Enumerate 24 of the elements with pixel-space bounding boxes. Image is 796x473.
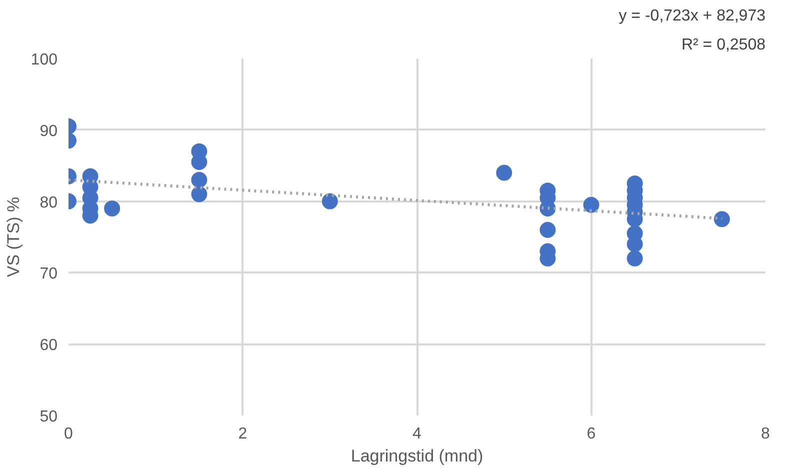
y-axis-title: VS (TS) % [4,196,23,278]
text: R² = 0,2508 [681,36,766,54]
x-tick-label: 0 [64,426,74,442]
point [540,222,556,238]
point [496,164,512,181]
y-tick-label: 60 [40,337,58,354]
point [191,172,208,188]
point [191,186,208,202]
point [626,250,643,266]
x-tick-label: 6 [586,426,596,442]
x-tick-label: 2 [238,426,248,442]
text: y = -0,723x + 82,973 [618,8,766,24]
x-tick-label: 4 [412,426,422,442]
point [104,200,120,216]
y-tick-label: 80 [40,194,58,212]
point [714,211,730,228]
point [583,196,600,213]
x-tick-label: 8 [761,426,770,442]
y-tick-label: 50 [40,408,58,426]
point [322,193,338,210]
y-tick-label: 70 [40,266,58,283]
x-axis-title: Lagringstid (mnd) [350,446,484,466]
y-tick-label: 90 [40,122,58,140]
y-tick-label: 100 [30,52,58,68]
